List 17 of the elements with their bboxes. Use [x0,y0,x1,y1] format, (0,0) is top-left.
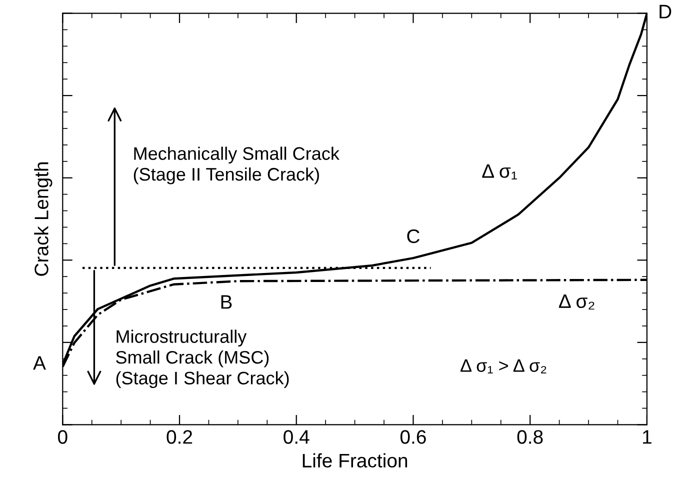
y-axis-title: Crack Length [34,162,52,276]
annotation: D [660,4,672,18]
annotation: Microstructurally Small Crack (MSC) (Stage I Shear Crack) [116,330,289,388]
x-tick-label: 1 [643,430,652,444]
x-tick-label: 0.6 [400,430,426,444]
annotation: B [221,295,232,309]
x-axis-title: Life Fraction [302,453,408,468]
x-tick-label: 0.8 [517,430,543,444]
annotation: Δ σ₁ [482,164,517,180]
x-tick-label: 0.4 [284,430,310,444]
x-tick-label: 0 [58,430,68,444]
x-tick-label: 0.2 [166,430,192,444]
annotation: C [407,229,420,244]
annotation: Mechanically Small Crack (Stage II Tensile Crack) [134,146,340,184]
annotation: A [33,356,46,370]
annotation: Δ σ₁ > Δ σ₂ [460,359,546,374]
annotation: Δ σ₂ [558,294,594,310]
